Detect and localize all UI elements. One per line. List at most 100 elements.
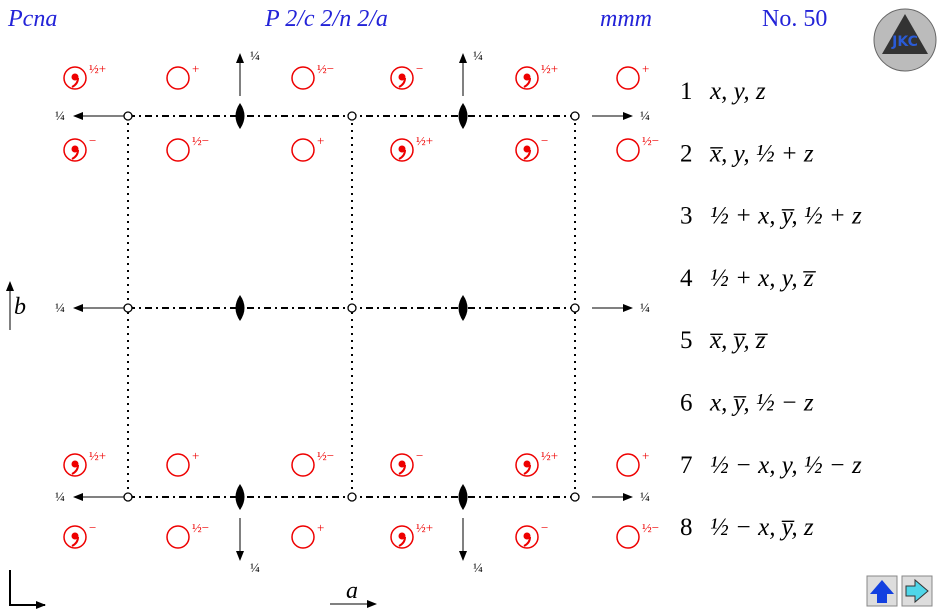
atom-position — [291, 66, 315, 90]
comma-dot — [398, 145, 406, 153]
number: No. 50 — [762, 6, 827, 32]
height-label: ¼ — [473, 48, 483, 63]
position-index: 7 — [680, 452, 693, 479]
atom-position — [291, 453, 315, 477]
inversion-center — [347, 492, 357, 502]
atom-position — [616, 66, 640, 90]
height-label: ¼ — [250, 560, 260, 575]
comma-tail — [523, 77, 531, 88]
position-index: 4 — [680, 265, 693, 292]
comma-dot — [71, 460, 79, 468]
position-coordinates: ½ − x, y, ½ − z — [710, 452, 862, 479]
twofold-axis — [235, 484, 245, 510]
position-index: 1 — [680, 78, 693, 105]
comma-dot — [398, 532, 406, 540]
atom-position — [390, 66, 414, 90]
comma-tail — [398, 149, 406, 160]
atom-position — [515, 138, 539, 162]
twofold-axis — [458, 484, 468, 510]
inversion-center — [347, 303, 357, 313]
inversion-center — [570, 303, 580, 313]
position-sign: + — [317, 520, 324, 535]
atom-position — [616, 453, 640, 477]
atom-position — [616, 525, 640, 549]
position-sign: ½+ — [89, 61, 106, 76]
nav-up[interactable] — [866, 575, 898, 607]
atom-position — [515, 66, 539, 90]
height-label: ¼ — [250, 48, 260, 63]
comma-dot — [71, 145, 79, 153]
logo: JKC — [873, 8, 937, 72]
position-sign: ½− — [192, 133, 209, 148]
height-label: ¼ — [640, 489, 650, 504]
position-index: 2 — [680, 140, 693, 167]
atom-position — [166, 66, 190, 90]
position-sign: − — [416, 61, 423, 76]
twofold-axis — [458, 103, 468, 129]
atom-position — [291, 525, 315, 549]
inversion-center — [347, 111, 357, 121]
position-sign: ½+ — [416, 520, 433, 535]
position-coordinates: ½ + x, y, z̅ — [710, 265, 816, 292]
position-index: 8 — [680, 514, 693, 541]
comma-tail — [71, 536, 79, 547]
height-label: ¼ — [55, 489, 65, 504]
position-sign: ½+ — [541, 448, 558, 463]
position-index: 6 — [680, 390, 693, 417]
position-coordinates: x, y, z — [709, 78, 766, 105]
comma-tail — [523, 464, 531, 475]
position-sign: − — [89, 520, 96, 535]
height-label: ¼ — [473, 560, 483, 575]
comma-dot — [398, 460, 406, 468]
atom-position — [166, 453, 190, 477]
full-symbol: P 2/c 2/n 2/a — [264, 6, 388, 32]
position-coordinates: ½ − x, y̅, z — [710, 514, 814, 541]
atom-position — [166, 138, 190, 162]
position-coordinates: x̅, y̅, z̅ — [709, 327, 768, 354]
inversion-center — [123, 303, 133, 313]
height-label: ¼ — [640, 108, 650, 123]
comma-dot — [71, 73, 79, 81]
position-coordinates: ½ + x, y̅, ½ + z — [710, 203, 862, 230]
atom-position — [63, 453, 87, 477]
position-sign: ½+ — [541, 61, 558, 76]
comma-dot — [523, 73, 531, 81]
comma-dot — [523, 532, 531, 540]
atom-position — [616, 138, 640, 162]
position-sign: − — [541, 133, 548, 148]
atom-position — [166, 525, 190, 549]
point-group: mmm — [600, 6, 652, 32]
position-sign: ½− — [642, 133, 659, 148]
twofold-axis — [235, 295, 245, 321]
position-coordinates: x, y̅, ½ − z — [709, 390, 814, 417]
comma-tail — [398, 536, 406, 547]
twofold-axis — [235, 103, 245, 129]
atom-position — [515, 525, 539, 549]
position-sign: + — [642, 61, 649, 76]
grid: ¼ ¼ ¼ ¼ ¼ ¼ ¼ ¼ ¼ ¼ ½+ + ½− − ½+ + − ½− + ½+ − ½− ½+ + ½− − ½+ + − ½−… — [55, 48, 659, 575]
nav-next[interactable] — [901, 575, 933, 607]
comma-tail — [71, 464, 79, 475]
position-coordinates: x̅, y, ½ + z — [709, 140, 814, 167]
comma-dot — [398, 73, 406, 81]
comma-tail — [523, 536, 531, 547]
comma-tail — [523, 149, 531, 160]
position-sign: + — [317, 133, 324, 148]
comma-tail — [71, 77, 79, 88]
atom-position — [63, 525, 87, 549]
atom-position — [63, 66, 87, 90]
position-sign: ½− — [317, 61, 334, 76]
position-index: 5 — [680, 327, 693, 354]
atom-position — [291, 138, 315, 162]
inversion-center — [570, 111, 580, 121]
inversion-center — [570, 492, 580, 502]
position-sign: ½− — [642, 520, 659, 535]
logo-text: JKC — [891, 34, 918, 50]
position-sign: − — [89, 133, 96, 148]
position-sign: ½− — [192, 520, 209, 535]
atom-position — [390, 525, 414, 549]
symbol: Pcna — [7, 6, 57, 32]
atom-position — [390, 453, 414, 477]
comma-tail — [398, 464, 406, 475]
